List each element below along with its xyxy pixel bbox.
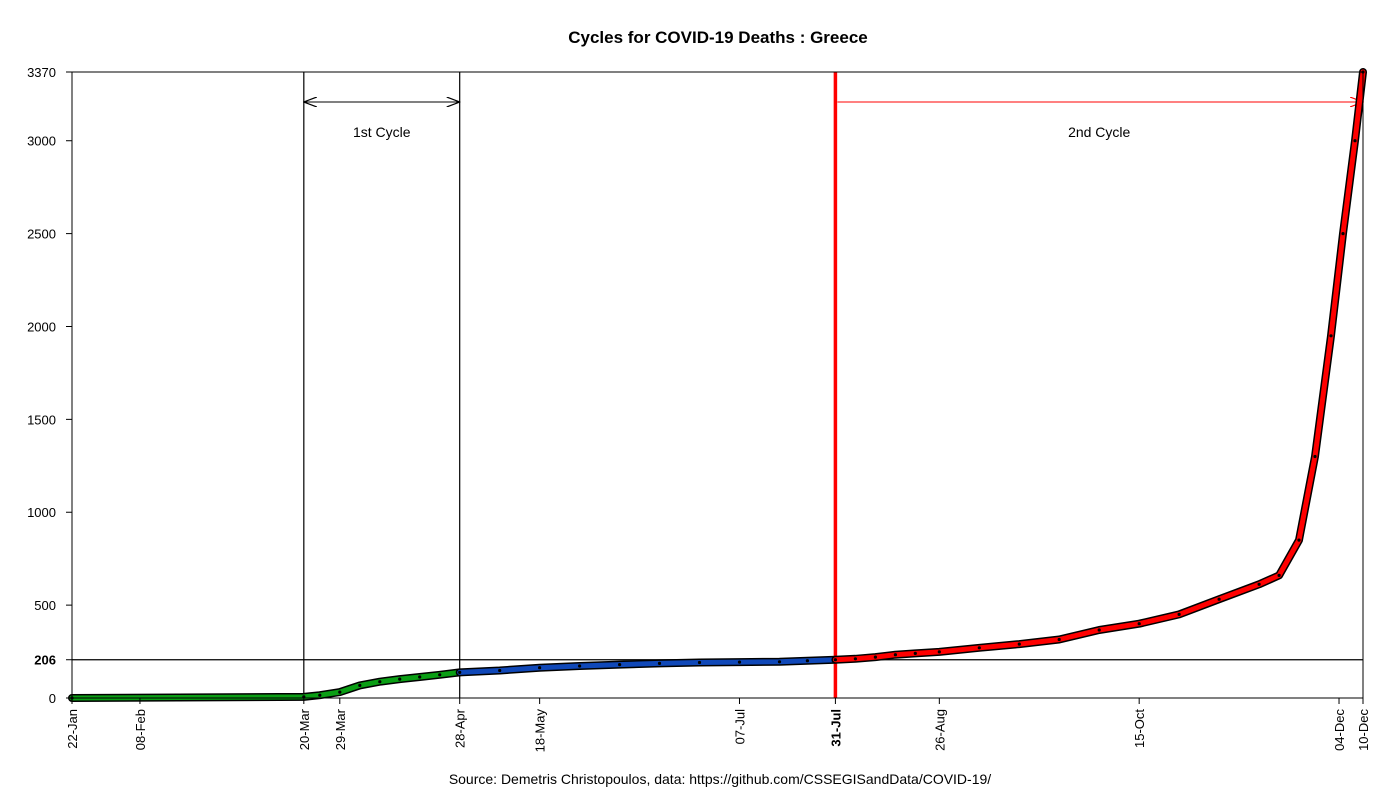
x-tick-label: 10-Dec [1356,709,1371,751]
data-point-pre-cycle-and-1st-cycle-2 [318,693,322,697]
data-point-inter-cycle-3 [578,664,582,668]
x-tick-label: 28-Apr [453,708,468,748]
data-point-inter-cycle-6 [697,660,702,665]
data-point-2nd-cycle-0 [833,658,838,662]
data-point-2nd-cycle-9 [1097,628,1101,632]
data-point-2nd-cycle-1 [853,657,858,661]
y-tick-label: 1000 [27,505,56,520]
x-tick-label: 15-Oct [1132,709,1147,748]
x-tick-label: 22-Jan [65,709,80,749]
y-tick-label: 2500 [27,227,56,242]
data-point-2nd-cycle-18 [1341,232,1345,236]
data-point-inter-cycle-1 [498,668,502,673]
data-point-inter-cycle-7 [737,660,742,664]
cycle-annotations: 1st Cycle 2nd Cycle [304,102,1363,140]
data-point-pre-cycle-and-1st-cycle-7 [418,675,422,679]
plot-frame [71,71,1364,699]
series-outline-pre-cycle-and-1st-cycle [68,668,464,702]
data-point-2nd-cycle-5 [937,650,941,654]
source-caption: Source: Demetris Christopoulos, data: ht… [449,771,991,787]
x-tick-label: 20-Mar [297,708,312,750]
data-point-2nd-cycle-3 [893,653,898,657]
cycle-label-1: 1st Cycle [353,124,411,140]
data-point-2nd-cycle-17 [1329,334,1333,338]
x-tick-label: 26-Aug [932,709,947,751]
reference-lines [72,72,1363,698]
data-point-pre-cycle-and-1st-cycle-5 [378,680,382,684]
data-point-inter-cycle-8 [777,660,782,664]
data-point-inter-cycle-9 [805,659,810,663]
data-point-2nd-cycle-14 [1277,573,1281,578]
y-tick-label: 3000 [27,134,56,149]
data-point-inter-cycle-4 [618,663,622,667]
x-tick-label: 29-Mar [333,708,348,750]
data-point-2nd-cycle-10 [1137,622,1141,626]
y-tick-label: 2000 [27,319,56,334]
data-point-2nd-cycle-11 [1177,612,1181,617]
series-line-pre-cycle-and-1st-cycle [69,669,463,701]
data-point-2nd-cycle-16 [1313,454,1317,459]
x-tick-label: 31-Jul [828,709,843,747]
data-point-2nd-cycle-2 [873,655,878,659]
y-tick-label: 1500 [27,412,56,427]
y-tick-label: 500 [34,598,56,613]
y-tick-label: 206 [34,653,56,668]
data-point-2nd-cycle-15 [1297,538,1301,542]
y-tick-label: 3370 [27,65,56,80]
x-tick-label: 07-Jul [733,709,748,745]
x-tick-label: 18-May [533,709,548,753]
data-point-inter-cycle-0 [458,670,462,675]
data-point-2nd-cycle-6 [977,646,981,650]
data-point-2nd-cycle-7 [1017,642,1021,646]
y-axis: 0 206 500 1000 1500 2000 2500 3000 3370 [27,65,72,706]
x-tick-label: 08-Feb [133,709,148,750]
data-point-2nd-cycle-4 [913,651,917,656]
chart-title: Cycles for COVID-19 Deaths : Greece [568,28,868,47]
data-point-2nd-cycle-8 [1057,637,1061,642]
x-tick-label: 04-Dec [1332,709,1347,751]
data-point-pre-cycle-and-1st-cycle-4 [358,683,362,688]
x-axis: 22-Jan 08-Feb 20-Mar 29-Mar 28-Apr 18-May 07-J… [65,698,1371,752]
data-point-2nd-cycle-12 [1217,597,1221,601]
y-tick-label: 0 [49,691,56,706]
data-point-2nd-cycle-19 [1353,139,1357,143]
data-point-pre-cycle-and-1st-cycle-8 [438,673,442,677]
cycle-label-2: 2nd Cycle [1068,124,1130,140]
data-point-inter-cycle-5 [657,661,662,666]
data-point-pre-cycle-and-1st-cycle-6 [398,677,402,681]
data-point-2nd-cycle-13 [1257,582,1261,586]
data-point-inter-cycle-2 [538,666,542,670]
series-line-2nd-cycle [832,69,1366,663]
data-point-pre-cycle-and-1st-cycle-3 [338,690,342,694]
series-layer [68,68,1367,702]
